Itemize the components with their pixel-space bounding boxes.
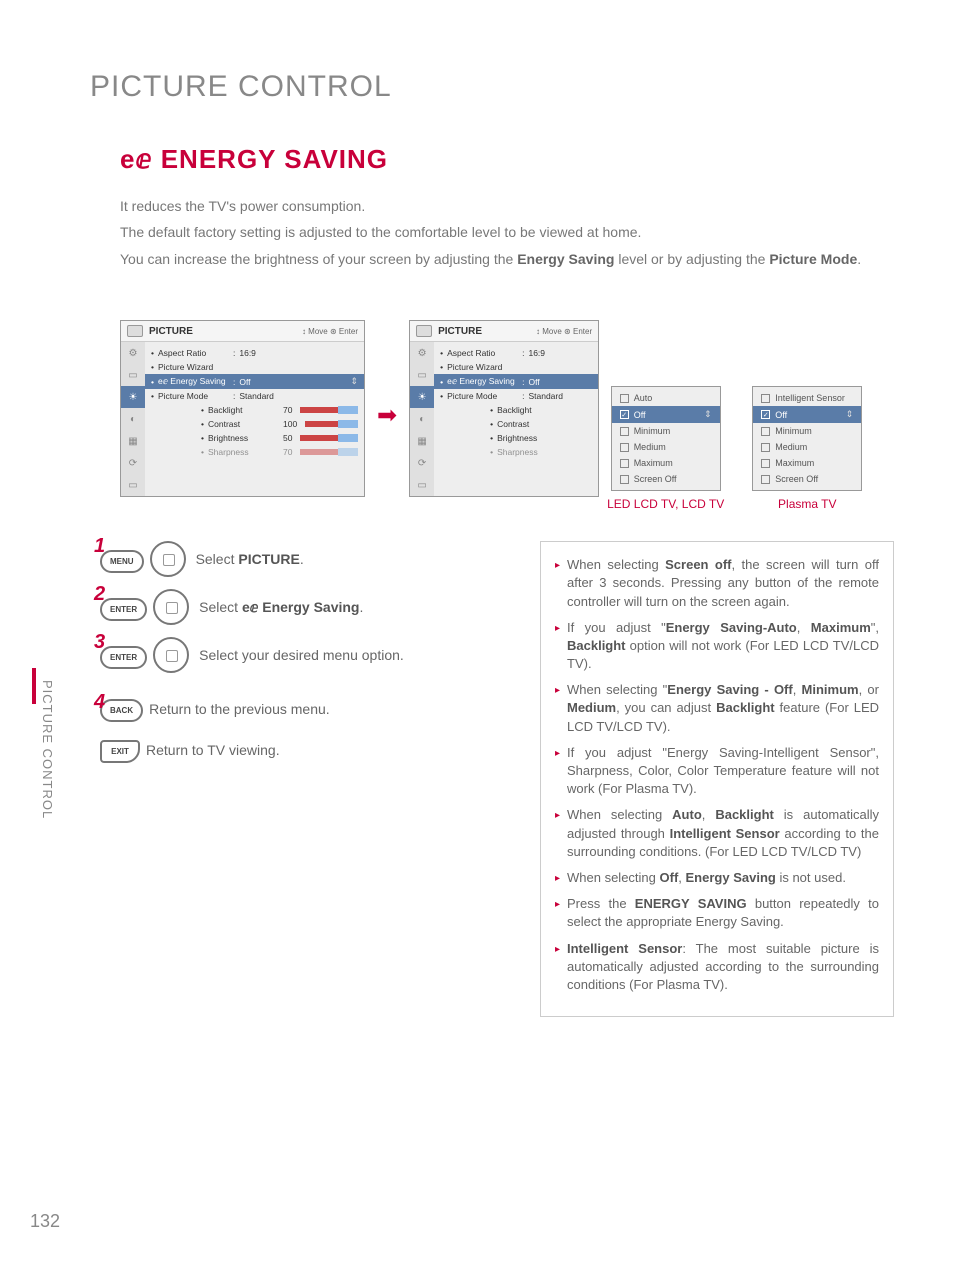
- panel-icon: ◐: [121, 408, 145, 430]
- page-number: 132: [30, 1211, 60, 1232]
- section-heading: eⅇ ENERGY SAVING: [120, 144, 894, 175]
- side-tab-accent: [32, 668, 36, 704]
- arrow-icon: ➡: [377, 401, 397, 430]
- menu-panel-after: PICTURE ↕ Move ⊛ Enter ⚙ ▭ ☀ ◐ ▦ ⟳ ▭ •As…: [409, 320, 599, 497]
- panel-icon: ⟳: [121, 452, 145, 474]
- dpad-icon: [153, 637, 189, 673]
- panel-icon: ▭: [121, 474, 145, 496]
- step-number: 1: [94, 535, 105, 558]
- enter-button: ENTER: [100, 646, 147, 669]
- panel-title: PICTURE: [149, 326, 302, 337]
- section-title-text: ENERGY SAVING: [161, 144, 388, 174]
- back-button: BACK: [100, 699, 143, 722]
- intro-line-2: The default factory setting is adjusted …: [120, 221, 894, 243]
- enter-button: ENTER: [100, 598, 147, 621]
- popup-plasma: Intelligent Sensor ✓Off⇕ Minimum Medium …: [752, 320, 862, 511]
- panel-icon: ☀: [121, 386, 145, 408]
- dpad-icon: [153, 589, 189, 625]
- popup-lcd: Auto ✓Off⇕ Minimum Medium Maximum Screen…: [607, 320, 724, 511]
- instruction-steps: 1 MENU Select PICTURE. 2 ENTER Select eⅇ…: [90, 541, 520, 1017]
- panel-icon: ⚙: [121, 342, 145, 364]
- side-tab-label: PICTURE CONTROL: [40, 680, 55, 819]
- monitor-icon: [127, 325, 143, 337]
- energy-saving-row-selected: •eⅇ Energy Saving:Off⇕: [145, 374, 364, 389]
- monitor-icon: [416, 325, 432, 337]
- dpad-icon: [150, 541, 186, 577]
- intro-line-3: You can increase the brightness of your …: [120, 248, 894, 270]
- panel-sidebar-icons: ⚙ ▭ ☀ ◐ ▦ ⟳ ▭: [121, 342, 145, 496]
- panel-hints: ↕ Move ⊛ Enter: [302, 327, 358, 336]
- exit-button: EXIT: [100, 740, 140, 763]
- page-title: PICTURE CONTROL: [90, 70, 894, 104]
- menu-panel-before: PICTURE ↕ Move ⊛ Enter ⚙ ▭ ☀ ◐ ▦ ⟳ ▭ •As…: [120, 320, 365, 497]
- popup-list-plasma: Intelligent Sensor ✓Off⇕ Minimum Medium …: [752, 386, 862, 491]
- intro-text: It reduces the TV's power consumption. T…: [120, 195, 894, 270]
- eco-icon: eⅇ: [120, 144, 152, 174]
- panel-icon: ▦: [121, 430, 145, 452]
- popup-list-lcd: Auto ✓Off⇕ Minimum Medium Maximum Screen…: [611, 386, 721, 491]
- panel-icon: ▭: [121, 364, 145, 386]
- popup-caption-lcd: LED LCD TV, LCD TV: [607, 497, 724, 511]
- intro-line-1: It reduces the TV's power consumption.: [120, 195, 894, 217]
- menu-screenshots-row: PICTURE ↕ Move ⊛ Enter ⚙ ▭ ☀ ◐ ▦ ⟳ ▭ •As…: [120, 320, 894, 511]
- notes-panel: When selecting Screen off, the screen wi…: [540, 541, 894, 1017]
- menu-button: MENU: [100, 550, 144, 573]
- popup-caption-plasma: Plasma TV: [778, 497, 836, 511]
